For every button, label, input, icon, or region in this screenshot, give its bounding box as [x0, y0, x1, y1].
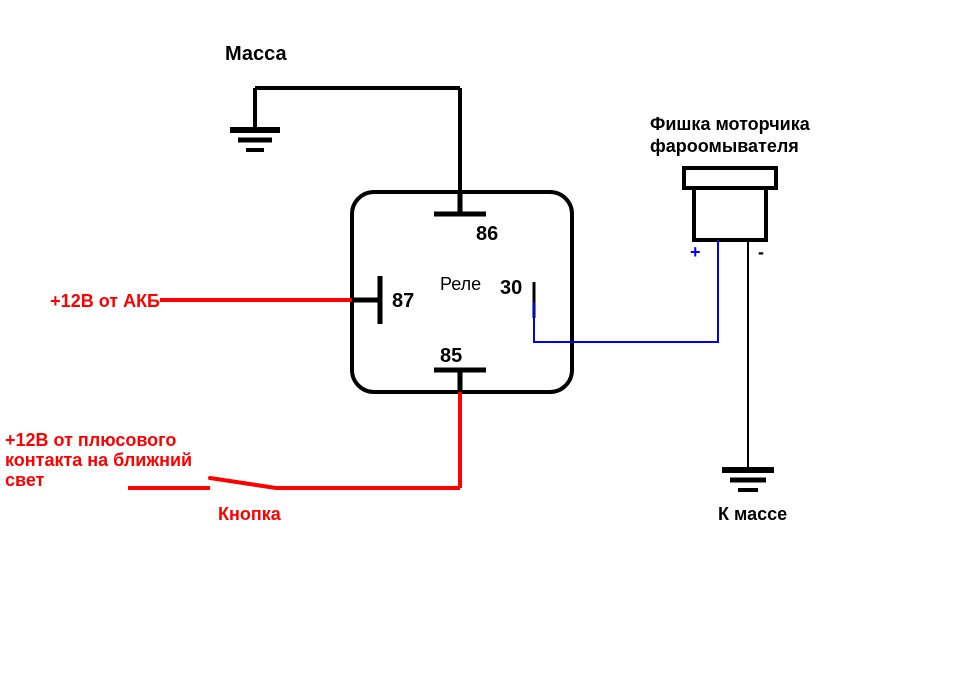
pin-86-label: 86: [476, 223, 498, 245]
connector-minus: -: [758, 242, 764, 262]
headlight-label-2: контакта на ближний: [5, 450, 192, 470]
pin-87-label: 87: [392, 290, 414, 312]
connector-label-1: Фишка моторчика: [650, 114, 811, 134]
button-label: Кнопка: [218, 504, 282, 524]
connector-top: [684, 168, 776, 188]
connector-label-2: фароомывателя: [650, 136, 799, 156]
connector-plus: +: [690, 242, 701, 262]
pin-30-label: 30: [500, 277, 522, 299]
ground-top-label: Масса: [225, 43, 288, 65]
headlight-label-3: свет: [5, 470, 45, 490]
pin-85-label: 85: [440, 345, 462, 367]
headlight-label-1: +12В от плюсового: [5, 430, 176, 450]
connector-body: [694, 188, 766, 240]
to-ground-label: К массе: [718, 504, 787, 524]
akb-label: +12В от АКБ: [50, 291, 160, 311]
switch-blade: [210, 478, 276, 488]
relay-label: Реле: [440, 274, 481, 294]
